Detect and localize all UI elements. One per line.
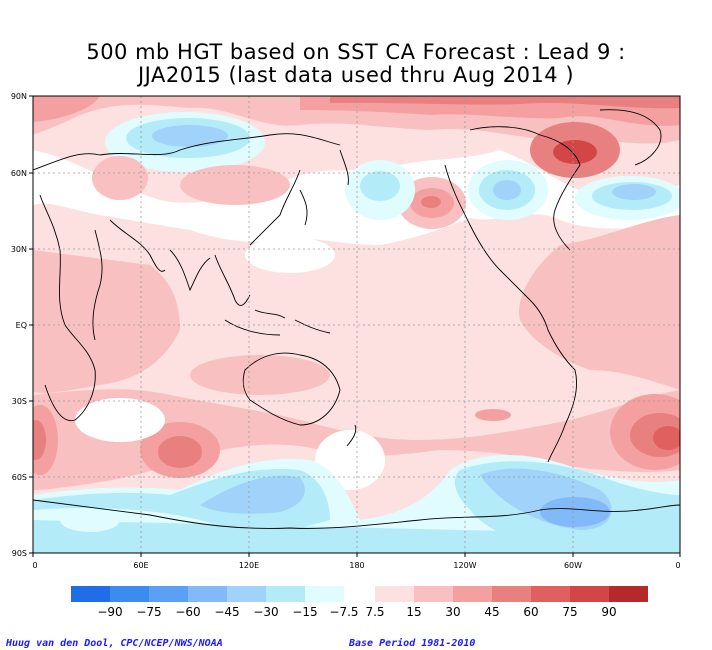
colorbar-swatch xyxy=(227,586,266,602)
footer-base-period: Base Period 1981-2010 xyxy=(349,638,476,649)
lat-label: EQ xyxy=(16,321,27,330)
axis-ticks xyxy=(29,95,681,557)
footer-credit: Huug van den Dool, CPC/NCEP/NWS/NOAA xyxy=(6,638,223,649)
lon-label: 0 xyxy=(675,561,680,570)
lat-label: 60N xyxy=(11,169,27,178)
lat-label: 30N xyxy=(11,245,27,254)
lat-label: 60S xyxy=(12,473,27,482)
colorbar-label: 15 xyxy=(406,605,421,619)
coastlines xyxy=(33,109,680,529)
colorbar-label: −75 xyxy=(136,605,161,619)
colorbar-swatch xyxy=(453,586,492,602)
lon-label: 120E xyxy=(239,561,259,570)
colorbar: −90 −75 −60 −45 −30 −15 −7.5 7.5 15 30 45 60 75 90 xyxy=(71,586,648,619)
colorbar-label: −45 xyxy=(214,605,239,619)
lon-label: 120W xyxy=(453,561,476,570)
lon-label: 180 xyxy=(349,561,364,570)
colorbar-label: −90 xyxy=(97,605,122,619)
colorbar-swatch xyxy=(570,586,609,602)
map-title-line2: JJA2015 (last data used thru Aug 2014 ) xyxy=(137,63,575,87)
colorbar-swatch xyxy=(266,586,305,602)
colorbar-swatch xyxy=(305,586,344,602)
colorbar-label: −60 xyxy=(175,605,200,619)
grid-lines xyxy=(33,96,680,553)
colorbar-label: 30 xyxy=(445,605,460,619)
lat-label: 90N xyxy=(11,92,27,101)
map-field xyxy=(33,96,680,553)
lat-label: 30S xyxy=(12,397,27,406)
colorbar-label: 7.5 xyxy=(365,605,384,619)
colorbar-swatch xyxy=(492,586,531,602)
colorbar-label: −15 xyxy=(292,605,317,619)
lon-label: 0 xyxy=(32,561,37,570)
colorbar-swatch xyxy=(188,586,227,602)
lon-label: 60W xyxy=(564,561,582,570)
lat-label: 90S xyxy=(12,549,27,558)
colorbar-label: 60 xyxy=(523,605,538,619)
colorbar-label: 75 xyxy=(562,605,577,619)
map-title-line1: 500 mb HGT based on SST CA Forecast : Le… xyxy=(86,40,626,64)
colorbar-swatch xyxy=(149,586,188,602)
colorbar-swatch xyxy=(531,586,570,602)
colorbar-swatch xyxy=(71,586,110,602)
colorbar-label: −30 xyxy=(253,605,278,619)
colorbar-label: 90 xyxy=(601,605,616,619)
colorbar-swatch xyxy=(414,586,453,602)
colorbar-label: −7.5 xyxy=(329,605,358,619)
colorbar-swatch xyxy=(110,586,149,602)
lon-label: 60E xyxy=(133,561,148,570)
colorbar-swatch xyxy=(375,586,414,602)
colorbar-label: 45 xyxy=(484,605,499,619)
colorbar-swatch xyxy=(609,586,648,602)
